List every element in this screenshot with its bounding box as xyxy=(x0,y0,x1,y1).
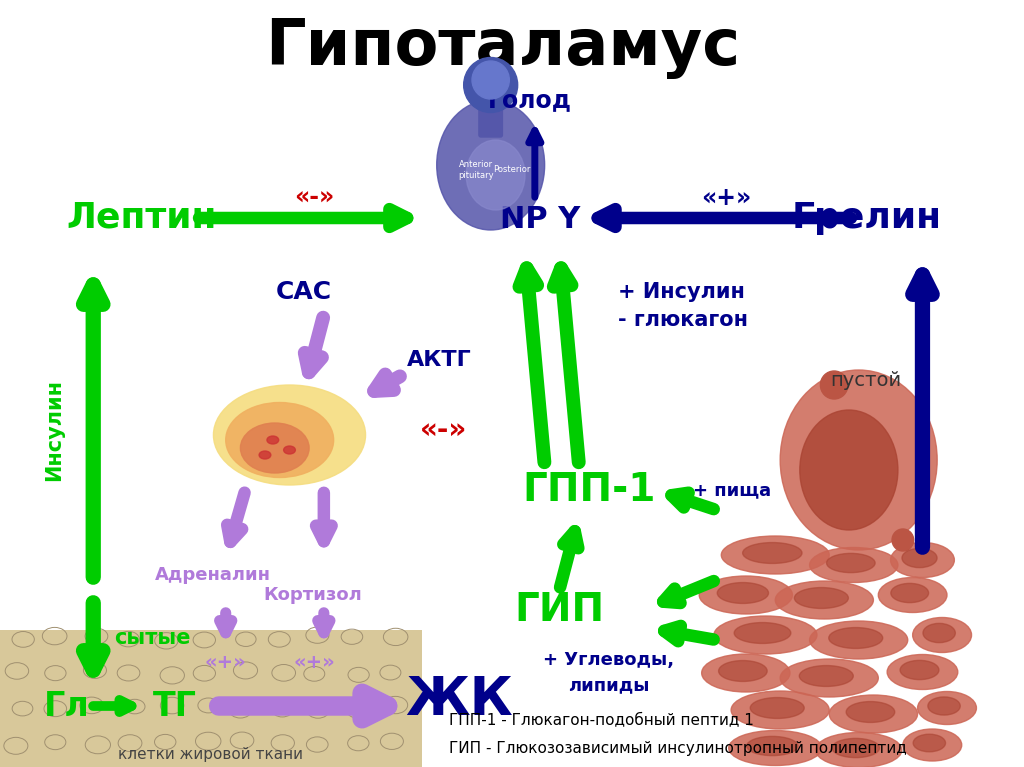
Text: + Инсулин: + Инсулин xyxy=(618,282,745,302)
Text: Anterior
pituitary: Anterior pituitary xyxy=(458,160,494,179)
Text: ГИП - Глюкозозависимый инсулинотропный полипептид: ГИП - Глюкозозависимый инсулинотропный п… xyxy=(450,740,907,755)
Ellipse shape xyxy=(466,140,525,210)
Ellipse shape xyxy=(213,385,366,485)
Text: пустой: пустой xyxy=(830,370,901,390)
Ellipse shape xyxy=(284,446,295,454)
Text: САС: САС xyxy=(276,280,332,304)
Ellipse shape xyxy=(928,697,961,715)
Ellipse shape xyxy=(810,621,907,659)
Ellipse shape xyxy=(913,734,945,752)
Ellipse shape xyxy=(846,702,895,723)
Ellipse shape xyxy=(879,578,947,613)
Ellipse shape xyxy=(701,654,790,692)
Text: Гл: Гл xyxy=(44,690,90,723)
Ellipse shape xyxy=(714,616,817,654)
Text: ГПП-1: ГПП-1 xyxy=(522,471,655,509)
Text: «+»: «+» xyxy=(293,653,335,673)
Ellipse shape xyxy=(472,61,509,99)
Ellipse shape xyxy=(746,736,798,755)
FancyBboxPatch shape xyxy=(479,83,503,137)
Ellipse shape xyxy=(729,730,822,765)
Ellipse shape xyxy=(241,423,309,473)
Ellipse shape xyxy=(902,548,937,568)
Text: клетки жировой ткани: клетки жировой ткани xyxy=(119,748,303,762)
Text: Гипоталамус: Гипоталамус xyxy=(265,17,740,79)
Ellipse shape xyxy=(751,697,804,719)
Ellipse shape xyxy=(795,588,848,608)
Ellipse shape xyxy=(780,659,879,697)
Ellipse shape xyxy=(225,403,334,478)
Text: Адреналин: Адреналин xyxy=(155,566,271,584)
Ellipse shape xyxy=(826,553,876,573)
Ellipse shape xyxy=(717,583,769,604)
Text: + пища: + пища xyxy=(693,481,771,499)
Text: ТГ: ТГ xyxy=(153,690,197,723)
Ellipse shape xyxy=(742,542,802,564)
Text: + Углеводы,: + Углеводы, xyxy=(543,651,674,669)
Ellipse shape xyxy=(918,692,977,725)
Text: липиды: липиды xyxy=(567,676,649,694)
Text: Кортизол: Кортизол xyxy=(263,586,361,604)
Ellipse shape xyxy=(464,58,518,113)
Text: «-»: «-» xyxy=(420,416,467,444)
Text: ГИП: ГИП xyxy=(514,591,604,629)
Text: Лептин: Лептин xyxy=(67,201,217,235)
Text: Грелин: Грелин xyxy=(793,201,942,235)
Ellipse shape xyxy=(900,660,939,680)
Ellipse shape xyxy=(829,695,918,733)
Ellipse shape xyxy=(775,581,873,619)
Text: «-»: «-» xyxy=(294,186,334,210)
Ellipse shape xyxy=(800,410,898,530)
Ellipse shape xyxy=(731,691,829,729)
Ellipse shape xyxy=(815,732,902,767)
Ellipse shape xyxy=(831,739,880,758)
Ellipse shape xyxy=(436,100,545,230)
Ellipse shape xyxy=(810,548,898,582)
Text: сытые: сытые xyxy=(114,628,190,648)
Ellipse shape xyxy=(923,624,955,643)
Ellipse shape xyxy=(719,660,767,681)
Ellipse shape xyxy=(721,536,829,574)
Ellipse shape xyxy=(892,529,913,551)
Ellipse shape xyxy=(887,654,957,690)
Ellipse shape xyxy=(800,666,853,686)
Text: NP Y: NP Y xyxy=(500,206,580,235)
Text: - глюкагон: - глюкагон xyxy=(618,310,749,330)
Ellipse shape xyxy=(267,436,279,444)
Ellipse shape xyxy=(891,584,929,603)
FancyBboxPatch shape xyxy=(0,630,422,767)
Ellipse shape xyxy=(259,451,271,459)
Text: АКТГ: АКТГ xyxy=(408,350,472,370)
Ellipse shape xyxy=(734,623,791,644)
Text: «+»: «+» xyxy=(701,186,752,210)
Text: «+»: «+» xyxy=(205,653,247,673)
Ellipse shape xyxy=(891,542,954,578)
Ellipse shape xyxy=(780,370,937,550)
Ellipse shape xyxy=(828,627,883,648)
Ellipse shape xyxy=(699,576,793,614)
Text: ЖК: ЖК xyxy=(406,674,513,726)
Text: Инсулин: Инсулин xyxy=(44,379,63,481)
Ellipse shape xyxy=(912,617,972,653)
Text: ГПП-1 - Глюкагон-подобный пептид 1: ГПП-1 - Глюкагон-подобный пептид 1 xyxy=(450,713,755,728)
Text: Голод: Голод xyxy=(487,88,572,112)
Ellipse shape xyxy=(820,371,848,399)
Ellipse shape xyxy=(903,729,962,761)
Text: Posterior: Posterior xyxy=(494,166,531,175)
